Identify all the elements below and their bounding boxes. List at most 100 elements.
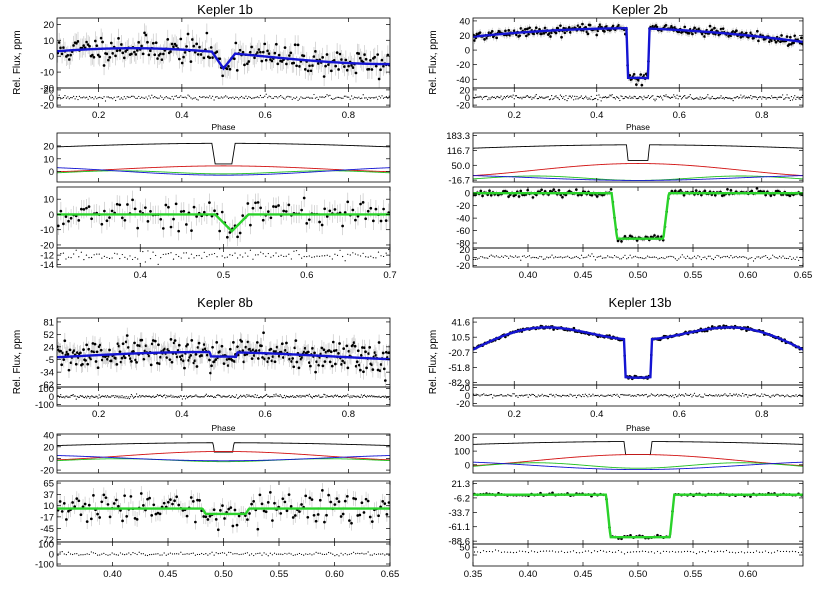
residual-point	[103, 255, 105, 257]
residual-point	[558, 395, 560, 397]
residual-point	[82, 396, 85, 398]
data-point	[261, 356, 264, 359]
residual-point	[574, 95, 576, 98]
data-point	[120, 216, 124, 220]
residual-point	[385, 252, 387, 254]
data-point	[134, 53, 138, 56]
residual-point	[580, 254, 583, 256]
residual-point	[557, 97, 559, 99]
residual-point	[307, 96, 309, 98]
data-point	[62, 358, 66, 361]
residual-point	[313, 395, 316, 398]
data-point	[195, 365, 199, 368]
data-point	[209, 371, 212, 375]
residual-point	[547, 257, 550, 259]
residual-point	[81, 97, 83, 99]
y-tick-label: -12	[40, 251, 54, 262]
data-point	[246, 340, 250, 344]
residual-point	[725, 394, 727, 396]
residual-point	[564, 395, 566, 397]
residual-point	[752, 394, 754, 396]
residual-point	[236, 397, 239, 399]
residual-point	[215, 552, 217, 554]
y-tick-label: -62	[40, 380, 54, 391]
data-point	[62, 46, 65, 49]
residual-point	[730, 98, 732, 100]
data-point	[126, 346, 130, 349]
residual-point	[170, 98, 172, 100]
residual-point	[669, 97, 672, 99]
residual-point	[103, 396, 105, 398]
residual-point	[147, 250, 149, 252]
residual-point	[248, 554, 251, 556]
residual-point	[605, 257, 607, 259]
residual-point	[664, 257, 666, 260]
data-point	[162, 52, 165, 56]
data-point	[255, 341, 259, 344]
residual-point	[169, 552, 172, 554]
data-point	[540, 188, 543, 192]
residual-point	[519, 395, 522, 397]
residual-point	[174, 95, 176, 97]
residual-point	[558, 98, 560, 101]
data-point	[68, 348, 72, 352]
data-point	[230, 359, 234, 362]
data-point	[144, 344, 148, 348]
residual-point	[255, 96, 257, 98]
residual-point	[519, 97, 521, 99]
residual-point	[695, 97, 697, 99]
x-tick-label: 0.8	[342, 110, 355, 121]
data-point	[149, 363, 153, 367]
residual-point	[377, 396, 379, 398]
residual-point	[530, 394, 532, 397]
residual-point	[788, 97, 790, 99]
y-tick-label: -17	[40, 512, 54, 523]
x-tick-label: 0.4	[175, 409, 188, 420]
data-point	[266, 210, 270, 213]
residual-point	[143, 97, 146, 99]
residual-point	[179, 395, 181, 397]
data-point	[364, 350, 367, 354]
data-point	[140, 338, 144, 342]
residual-point	[539, 395, 541, 397]
residual-point	[679, 256, 682, 258]
data-point	[260, 502, 264, 506]
residual-point	[364, 395, 367, 398]
residual-point	[234, 252, 236, 254]
residual-point	[335, 97, 337, 99]
data-point	[285, 62, 288, 66]
residual-point	[248, 96, 250, 98]
residual-point	[194, 554, 197, 556]
residual-point	[769, 97, 772, 99]
residual-point	[104, 395, 106, 397]
residual-point	[758, 96, 761, 98]
residual-point	[132, 397, 135, 399]
residual-point	[319, 396, 321, 398]
residual-point	[772, 97, 774, 99]
residual-point	[720, 95, 722, 97]
residual-point	[281, 96, 283, 98]
residual-point	[678, 393, 680, 395]
residual-point	[526, 95, 529, 97]
residual-point	[300, 96, 302, 98]
residual-point	[579, 96, 581, 98]
residual-point	[481, 256, 484, 258]
residual-point	[582, 393, 584, 396]
data-point	[185, 223, 188, 226]
residual-point	[296, 394, 298, 397]
data-point	[518, 34, 522, 38]
residual-point	[799, 98, 801, 100]
residual-point	[687, 394, 689, 396]
residual-point	[306, 256, 308, 258]
data-point	[277, 204, 280, 207]
data-point	[569, 31, 572, 34]
residual-point	[103, 552, 105, 554]
x-tick-label: 0.2	[508, 110, 521, 121]
data-point	[318, 220, 321, 224]
residual-point	[365, 396, 368, 398]
residual-point	[297, 99, 299, 101]
data-point	[92, 494, 95, 497]
data-point	[219, 509, 222, 512]
data-point	[59, 349, 62, 353]
residual-point	[359, 255, 362, 257]
